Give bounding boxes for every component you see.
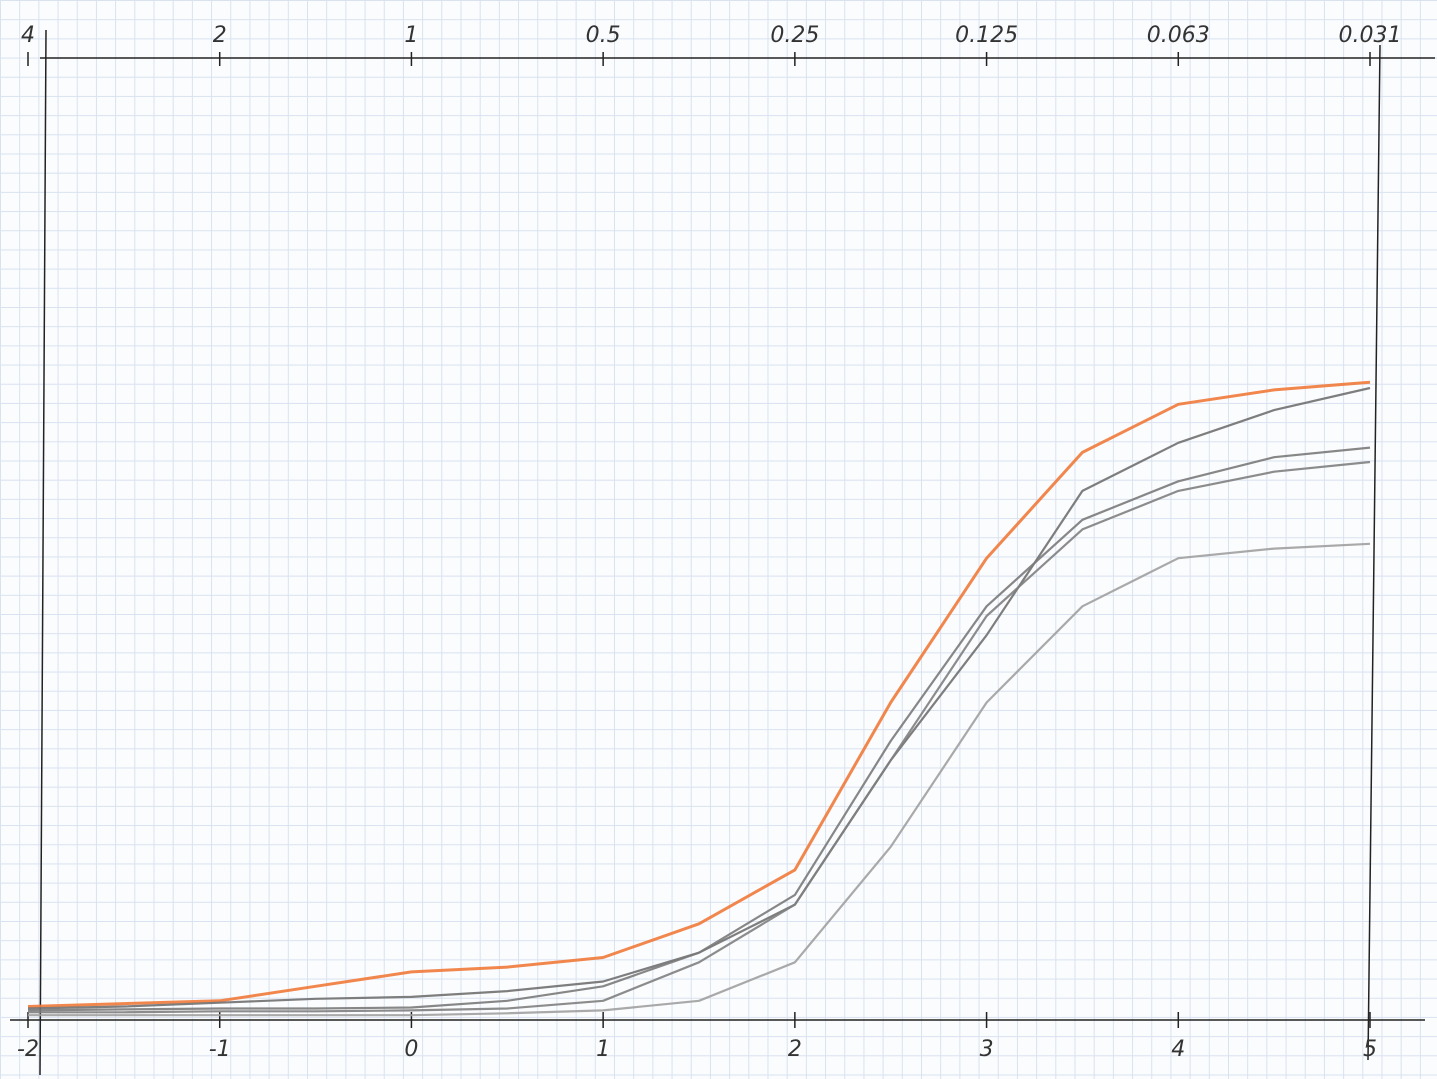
x-tick-label: 5 [1363,1037,1377,1062]
x2-tick-label: 2 [213,23,227,48]
x2-tick-label: 0.5 [586,23,621,48]
x2-tick-label: 0.125 [955,23,1018,48]
series-line [27,380,1371,1008]
x2-tick-label: 1 [404,23,418,48]
y-axis [39,29,47,1076]
x2-tick-label: 0.031 [1339,23,1402,48]
x2-tick-label: 0.25 [770,23,819,48]
x-tick-label: 0 [404,1037,418,1062]
y-axis-right [1367,44,1381,1061]
series-line [27,386,1371,1010]
x-tick-label: 2 [788,1037,802,1062]
series-line [28,460,1371,1014]
x2-tick-label: 4 [21,23,35,48]
x-tick-label: 3 [980,1037,994,1062]
x-tick-label: -1 [209,1037,231,1062]
series-line [27,446,1371,1012]
x2-tick-label: 0.063 [1147,23,1210,48]
series-line [28,542,1371,1017]
x-tick-label: -2 [17,1037,39,1062]
x-tick-label: 1 [596,1037,610,1062]
x-tick-label: 4 [1171,1037,1185,1062]
